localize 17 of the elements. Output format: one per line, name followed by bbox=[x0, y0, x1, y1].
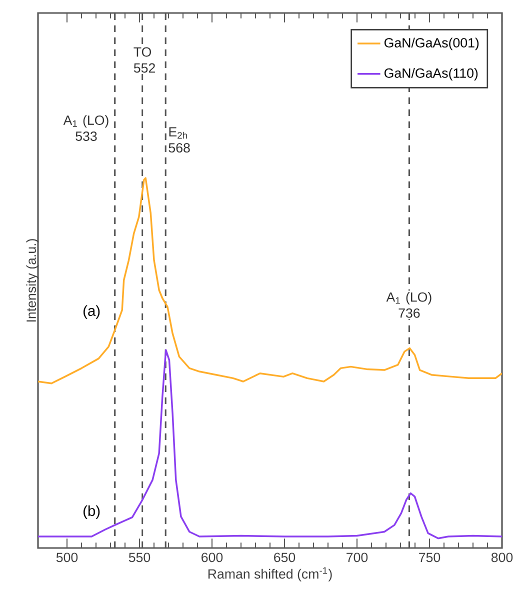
legend-label: GaN/GaAs(001) bbox=[384, 38, 479, 50]
y-axis-title: Intensity (a.u.) bbox=[26, 239, 39, 322]
x-tick-label: 800 bbox=[491, 552, 513, 562]
x-tick-label: 600 bbox=[202, 552, 223, 562]
legend-label: GaN/GaAs(110) bbox=[384, 68, 478, 80]
ref-line-label: TO 552 bbox=[134, 47, 155, 73]
x-tick-label: 500 bbox=[56, 552, 78, 562]
annotation: (b) bbox=[84, 505, 100, 519]
ref-line-label: A$_{1}$ (LO) 736 bbox=[386, 292, 432, 318]
x-tick-label: 750 bbox=[419, 552, 440, 562]
x-axis-title: Raman shifted (cm$^{-1}$) bbox=[208, 567, 332, 582]
ref-line-label: E$_{2h}$ 568 bbox=[168, 127, 190, 153]
x-tick-label: 700 bbox=[346, 552, 368, 562]
x-tick-label: 650 bbox=[274, 552, 296, 562]
annotation: (a) bbox=[84, 305, 100, 319]
ref-line-label: A$_{1}$ (LO) 533 bbox=[63, 115, 108, 141]
x-tick-label: 550 bbox=[128, 552, 150, 562]
